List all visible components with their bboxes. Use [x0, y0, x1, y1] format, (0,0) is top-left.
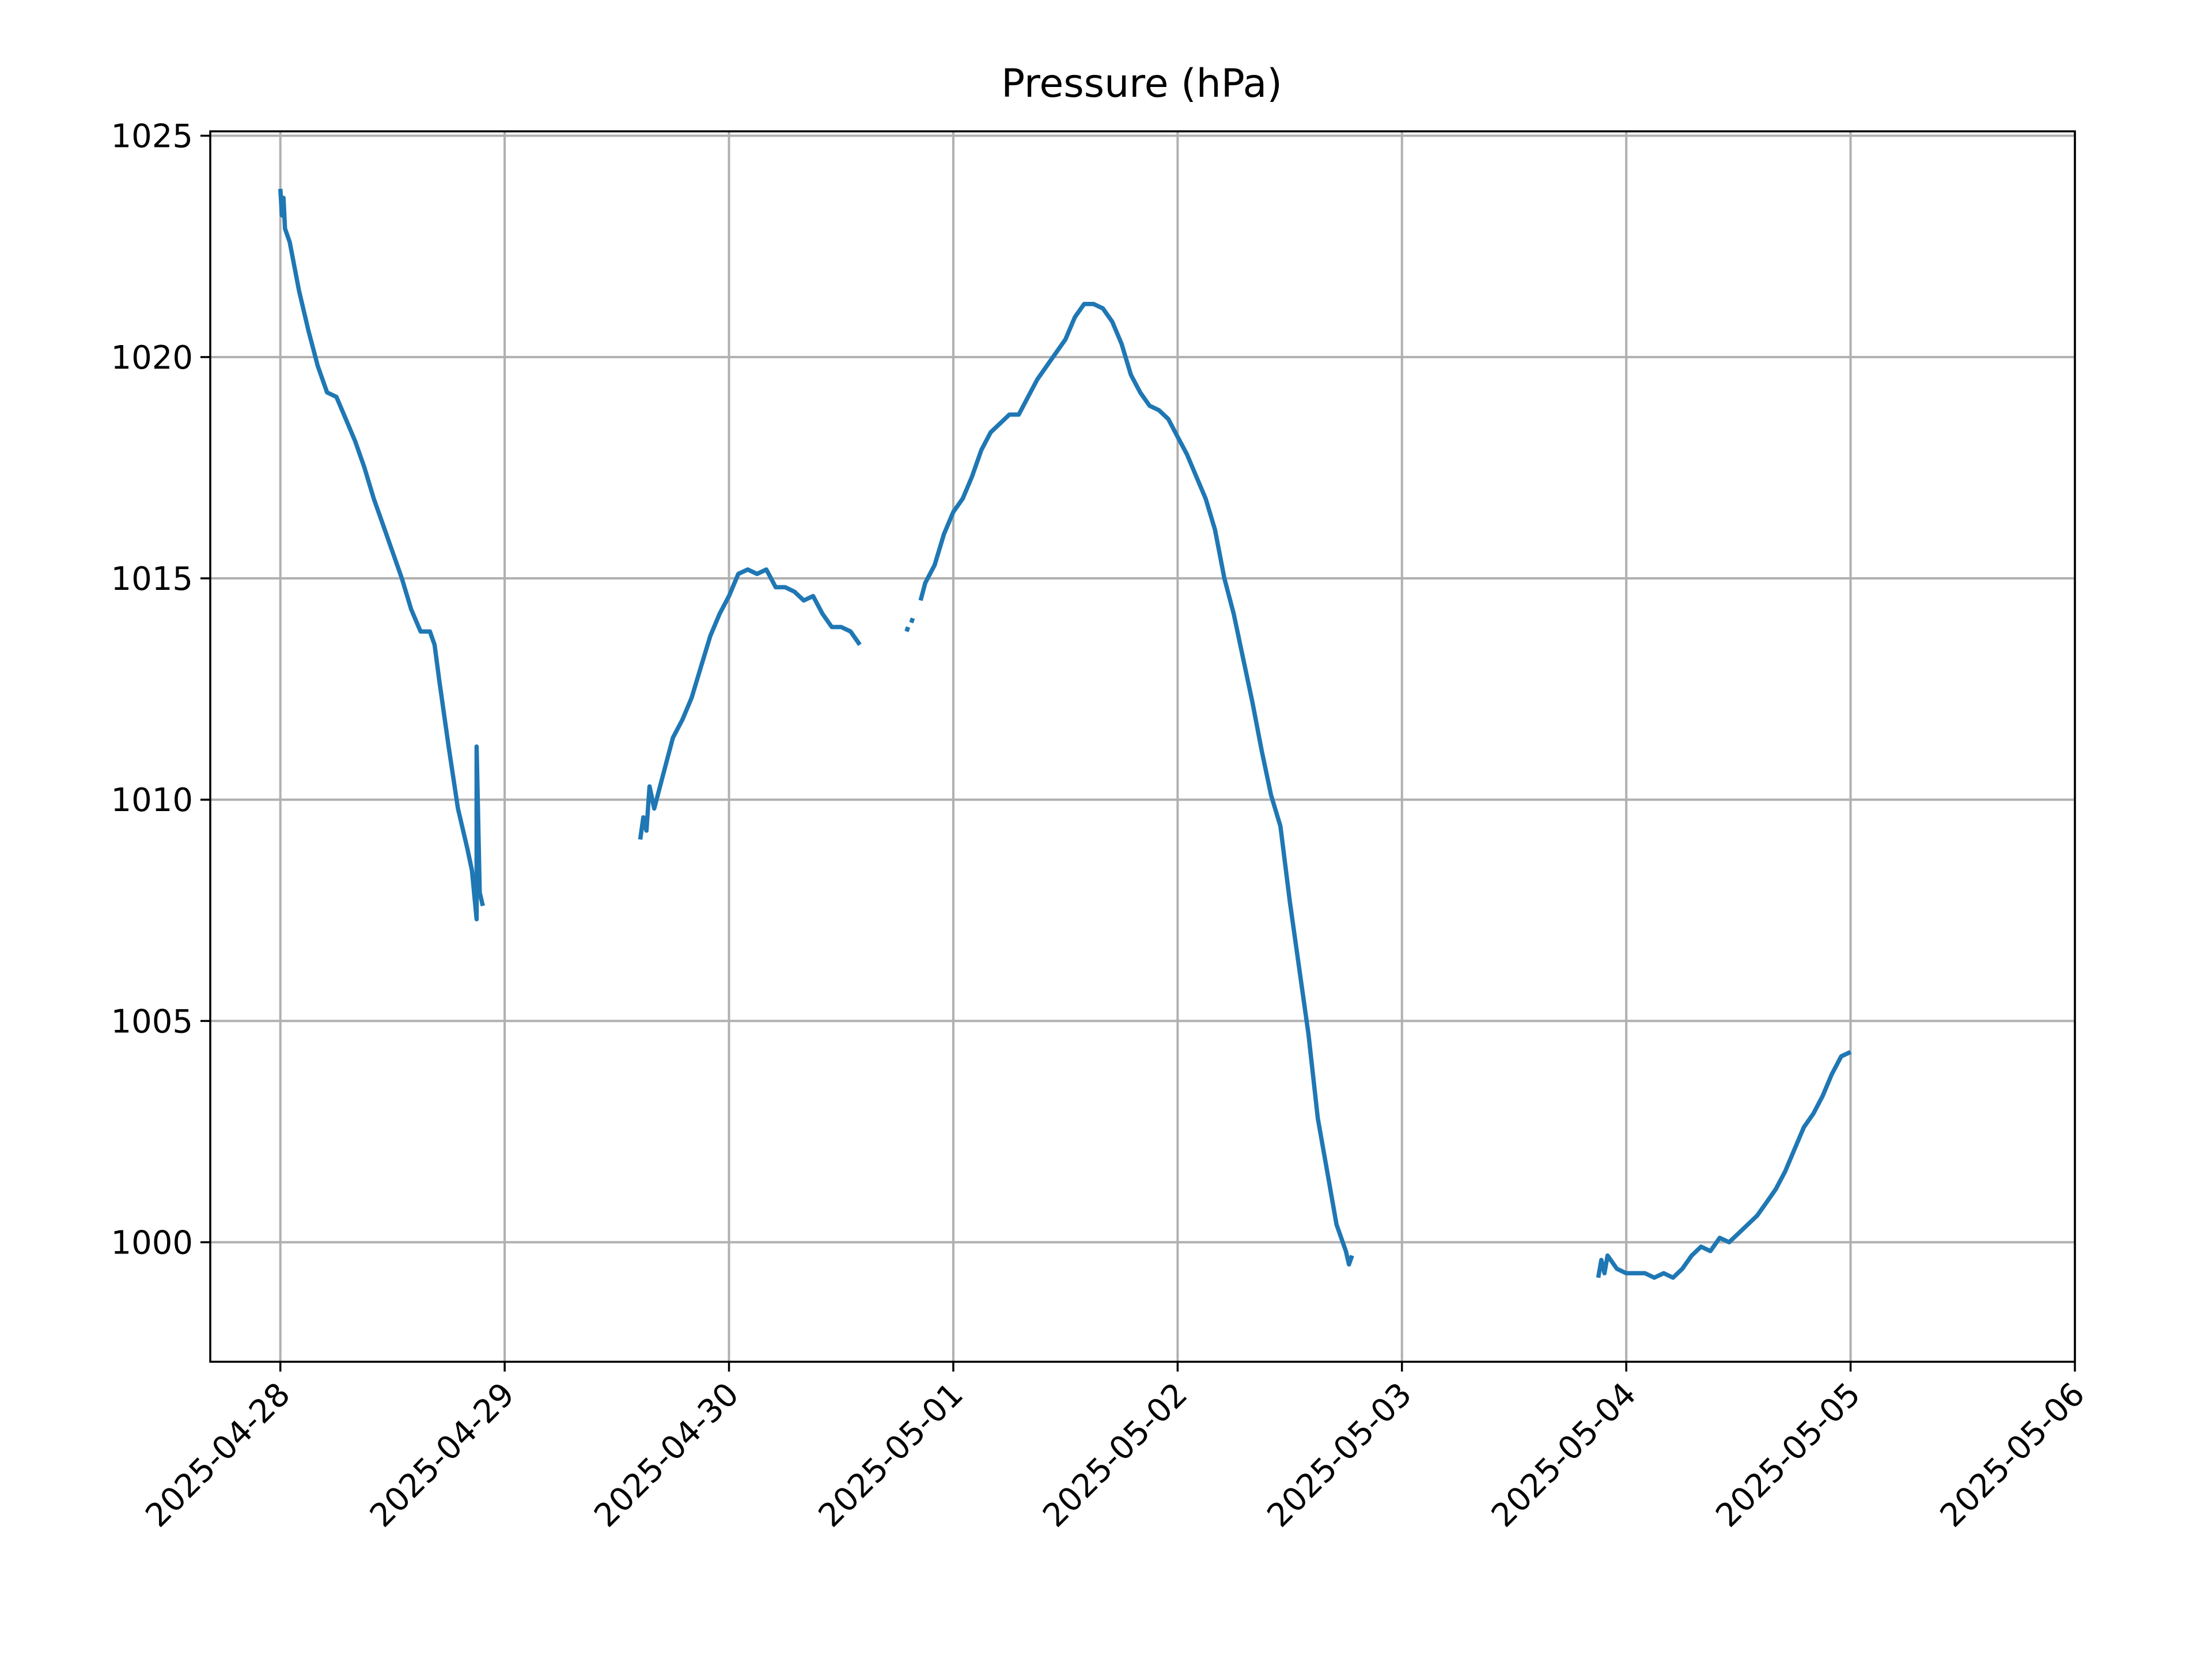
- series-group: [278, 188, 1852, 1280]
- y-tick-label: 1025: [111, 118, 193, 156]
- y-tick-label: 1005: [111, 1003, 193, 1040]
- series-line-segment: [1596, 1050, 1852, 1280]
- chart-title: Pressure (hPa): [1001, 61, 1282, 107]
- series-line-segment: [904, 626, 911, 632]
- series-line-segment: [638, 567, 862, 840]
- y-tick-label: 1020: [111, 339, 193, 377]
- plot-frame: [209, 130, 2076, 1363]
- y-tick-label: 1000: [111, 1225, 193, 1262]
- series-line-segment: [278, 188, 485, 922]
- y-tick-label: 1015: [111, 560, 193, 598]
- series-line-segment: [918, 301, 1354, 1267]
- series-line-segment: [909, 617, 915, 624]
- grid-lines: [210, 131, 2076, 1362]
- y-tick-label: 1010: [111, 782, 193, 819]
- y-axis: 1000 1005 1010 1015 1020 1025: [111, 118, 210, 1262]
